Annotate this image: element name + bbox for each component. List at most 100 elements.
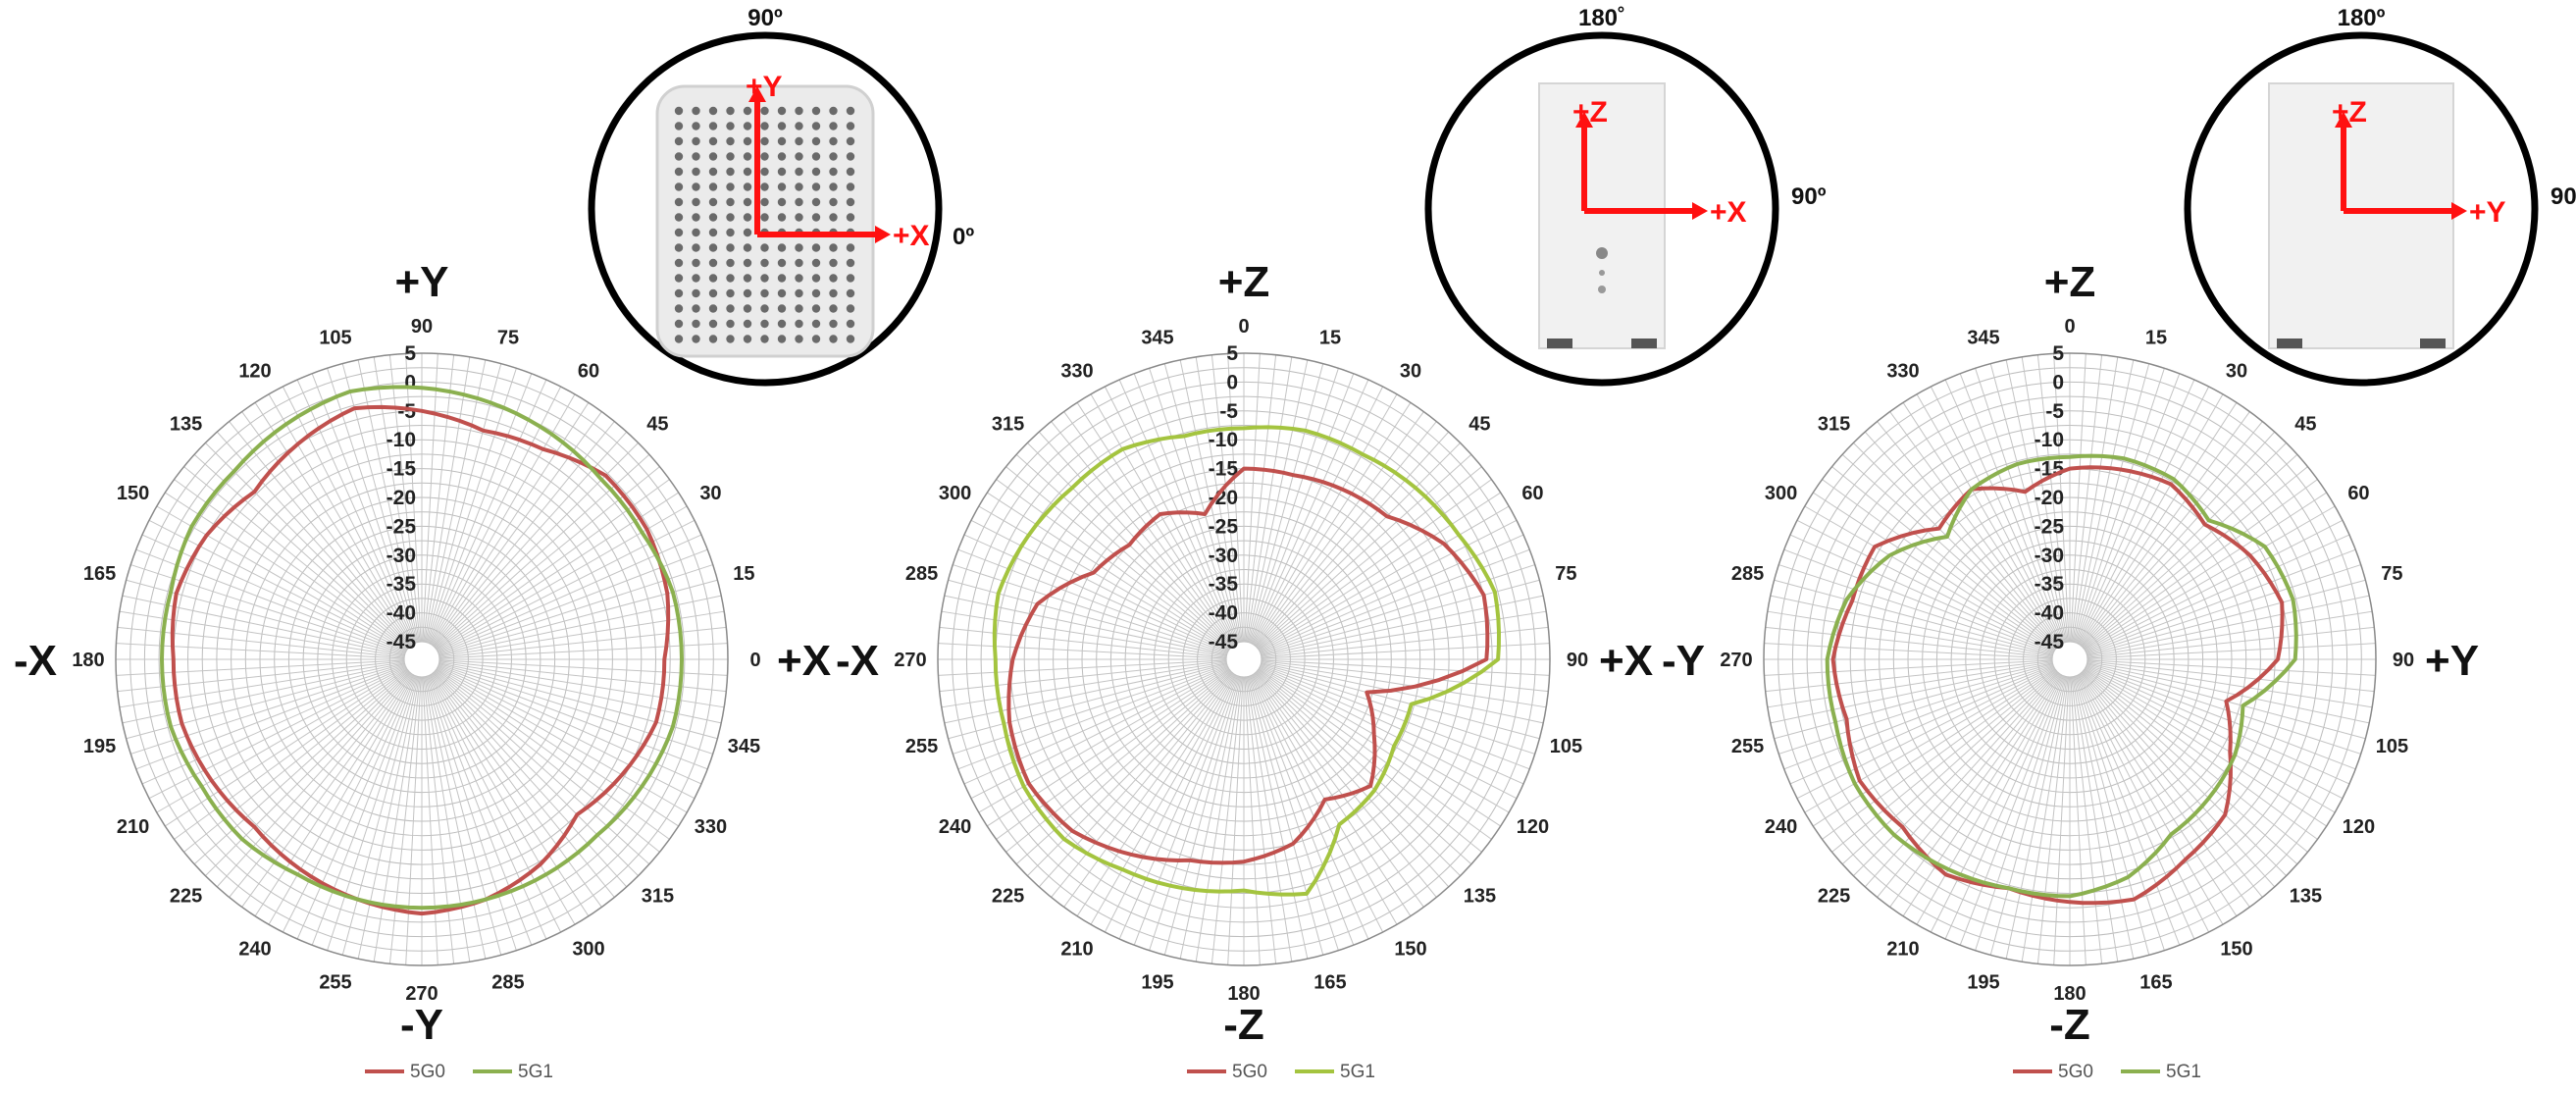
vent-hole: [674, 136, 684, 146]
vent-hole: [692, 258, 700, 268]
grid-spoke: [423, 676, 455, 964]
grid-spoke: [1770, 662, 2053, 724]
grid-spoke: [2085, 505, 2336, 651]
grid-spoke: [229, 421, 412, 647]
angle-label: 0: [749, 650, 760, 671]
grid-spoke: [432, 673, 602, 908]
grid-spoke: [1259, 667, 1510, 813]
vent-hole: [811, 182, 821, 191]
angle-label: 315: [992, 414, 1024, 436]
legend-label: 5G1: [1340, 1062, 1375, 1082]
vent-hole: [708, 319, 718, 329]
vent-hole: [777, 106, 787, 116]
vent-hole: [708, 122, 718, 130]
angle-label: 105: [1550, 736, 1582, 757]
r-tick-label: 5: [1226, 342, 1238, 365]
grid-spoke: [1257, 669, 1482, 853]
legend: 5G0 5G1: [365, 1062, 553, 1082]
grid-spoke: [2078, 393, 2224, 645]
vent-hole: [743, 304, 752, 313]
vent-hole: [726, 243, 735, 252]
grid-spoke: [437, 519, 696, 652]
grid-spoke: [970, 666, 1229, 800]
grid-spoke: [1195, 356, 1242, 643]
r-tick-label: -25: [1209, 515, 1239, 538]
grid-spoke: [2082, 671, 2287, 876]
arrowhead-icon: [748, 86, 766, 102]
grid-spoke: [424, 356, 471, 643]
grid-spoke: [1853, 671, 2058, 876]
grid-spoke: [1245, 676, 1277, 964]
vent-hole: [743, 136, 752, 146]
grid-spoke: [427, 368, 517, 644]
grid-spoke: [1090, 393, 1236, 645]
grid-spoke: [341, 676, 418, 956]
grid-spoke: [1244, 353, 1261, 643]
vent-hole: [692, 288, 700, 298]
grid-spoke: [2079, 402, 2238, 646]
vent-hole: [692, 243, 700, 252]
angle-label: 120: [238, 361, 271, 383]
legend-label: 5G0: [2058, 1062, 2093, 1082]
grid-spoke: [2083, 669, 2308, 853]
grid-spoke: [423, 354, 455, 643]
angle-label: 45: [1468, 414, 1490, 436]
r-tick-label: -30: [1209, 545, 1238, 567]
grid-spoke: [1764, 659, 2053, 676]
grid-spoke: [2084, 669, 2318, 840]
grid-spoke: [1133, 373, 1239, 644]
grid-spoke: [1764, 643, 2053, 659]
vent-hole: [846, 106, 855, 116]
grid-spoke: [2086, 664, 2356, 770]
grid-spoke: [174, 669, 408, 840]
vent-hole: [743, 182, 752, 191]
vent-hole: [708, 258, 718, 268]
grid-spoke: [2075, 675, 2165, 951]
angle-label: 255: [1731, 736, 1764, 757]
grid-spoke: [1765, 660, 2053, 693]
grid-spoke: [2071, 676, 2103, 964]
angle-label: 180: [1227, 983, 1260, 1005]
r-tick-label: 5: [404, 342, 416, 365]
grid-spoke: [130, 664, 406, 755]
grid-spoke: [1902, 402, 2061, 646]
grid-spoke: [2084, 492, 2327, 651]
vent-hole: [811, 258, 821, 268]
vent-hole: [726, 288, 735, 298]
inset-side-angle: 90: [2550, 183, 2576, 210]
grid-spoke: [2078, 674, 2224, 925]
axis-label-bottom: -Z: [2049, 1001, 2090, 1049]
angle-label: 105: [2376, 736, 2408, 757]
grid-spoke: [1118, 675, 1238, 940]
grid-spoke: [2083, 466, 2308, 650]
grid-spoke: [2075, 373, 2181, 644]
arrowhead-icon: [2451, 202, 2467, 220]
vent-hole: [692, 152, 700, 161]
angle-label: 135: [2290, 885, 2322, 907]
vent-hole: [811, 288, 821, 298]
vent-hole: [743, 258, 752, 268]
vent-hole: [829, 319, 838, 329]
vent-hole: [760, 106, 769, 116]
grid-spoke: [1944, 675, 2064, 940]
vent-hole: [760, 304, 769, 313]
vent-hole: [777, 152, 787, 161]
vent-hole: [726, 274, 735, 283]
grid-spoke: [1822, 669, 2056, 840]
polar-grid: [1763, 352, 2377, 966]
angle-label: 75: [497, 328, 519, 349]
r-tick-label: 0: [404, 371, 416, 393]
vent-hole: [795, 274, 803, 283]
vent-hole: [760, 182, 769, 191]
vent-hole: [743, 288, 752, 298]
inset-axis-h-label: +X: [1710, 196, 1747, 229]
grid-spoke: [2072, 356, 2119, 643]
angle-label: 345: [1967, 328, 1999, 349]
grid-spoke: [2080, 411, 2250, 646]
vent-hole: [674, 122, 684, 130]
angle-label: 165: [2139, 971, 2172, 993]
vent-hole: [795, 197, 803, 207]
grid-spoke: [1245, 354, 1277, 643]
vent-hole: [726, 319, 735, 329]
grid-spoke: [1877, 421, 2060, 647]
